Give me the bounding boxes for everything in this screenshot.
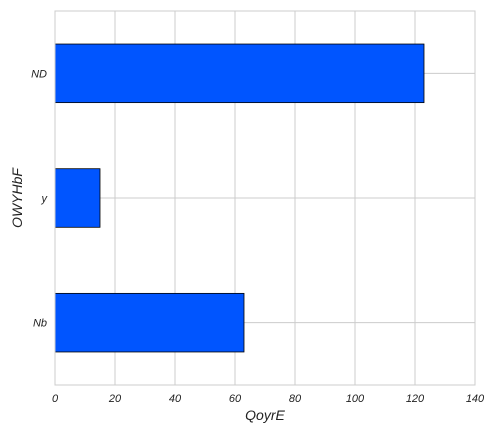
- bar-Nb: [54, 292, 245, 353]
- x-tick-label: 0: [52, 393, 59, 405]
- y-tick-label: ND: [31, 68, 47, 80]
- x-tick-label: 40: [169, 393, 182, 405]
- x-tick-label: 100: [346, 393, 365, 405]
- x-tick-label: 140: [466, 393, 485, 405]
- y-axis-title: OWYHbF: [9, 167, 25, 228]
- bar-y: [54, 168, 101, 228]
- y-tick-label: y: [41, 193, 49, 205]
- x-tick-label: 120: [406, 393, 425, 405]
- x-tick-label: 20: [108, 393, 122, 405]
- y-tick-label: Nb: [33, 318, 47, 330]
- x-tick-label: 80: [289, 393, 302, 405]
- x-tick-labels: 0 20 40 60 80 100 120 140: [52, 393, 485, 405]
- x-tick-label: 60: [229, 393, 242, 405]
- x-axis-title: QoyrE: [245, 407, 285, 423]
- bar-ND: [54, 43, 425, 104]
- y-tick-labels: Nb y ND: [31, 68, 48, 329]
- plot-frame: [54, 10, 476, 386]
